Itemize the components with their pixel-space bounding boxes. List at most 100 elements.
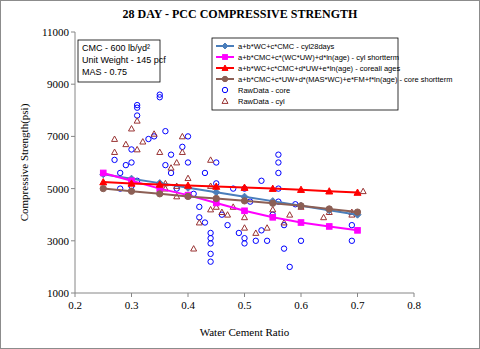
x-tick-label: 0.7 <box>351 299 365 311</box>
point <box>146 136 151 141</box>
point <box>157 191 163 197</box>
point <box>213 183 220 189</box>
x-tick <box>357 293 358 297</box>
point <box>163 162 168 167</box>
point <box>134 118 140 123</box>
annotation: Unit Weight - 145 pcf <box>82 55 166 65</box>
legend-marker <box>222 65 228 70</box>
legend-label: a+b*CMC+c*(WC*UW)+d*ln(age) - cyl shortt… <box>238 53 399 62</box>
point <box>129 147 134 152</box>
point <box>253 230 259 235</box>
point <box>208 235 213 240</box>
point <box>157 92 162 97</box>
point <box>140 139 146 144</box>
point <box>276 160 281 165</box>
legend-label: a+b*WC+c*CMC - cyl28days <box>238 42 335 51</box>
point <box>208 259 213 264</box>
point <box>253 238 258 243</box>
y-axis <box>75 32 76 293</box>
point <box>208 251 213 256</box>
series-line <box>103 174 357 214</box>
point <box>225 222 230 227</box>
point <box>321 214 327 219</box>
point <box>134 146 140 151</box>
point <box>174 160 180 165</box>
point <box>287 264 292 269</box>
point <box>129 126 135 131</box>
point <box>112 157 117 162</box>
point <box>208 241 213 246</box>
point <box>100 179 107 185</box>
annotation: CMC - 600 lb/yd² <box>82 43 150 53</box>
x-tick <box>131 293 132 297</box>
y-tick <box>71 240 75 241</box>
legend: a+b*WC+c*CMC - cyl28days a+b*CMC+c*(WC*UW… <box>212 38 452 110</box>
point <box>100 170 106 176</box>
point <box>270 206 276 211</box>
point <box>355 228 361 234</box>
y-tick <box>71 84 75 85</box>
series-line <box>103 173 357 230</box>
point <box>326 206 332 212</box>
point <box>151 131 157 136</box>
point <box>134 105 139 110</box>
x-tick <box>244 293 245 297</box>
point <box>100 185 106 191</box>
point <box>185 160 190 165</box>
point <box>236 230 241 235</box>
point <box>179 149 185 154</box>
point <box>168 165 174 170</box>
x-tick <box>414 293 415 297</box>
legend-marker <box>222 87 227 92</box>
point <box>264 238 269 243</box>
x-tick-label: 0.4 <box>181 299 195 311</box>
y-axis-label: Compressive Strength(psi) <box>18 103 31 221</box>
point <box>242 241 247 246</box>
point <box>360 188 366 193</box>
y-tick-label: 3000 <box>47 235 70 247</box>
x-tick <box>301 293 302 297</box>
point <box>259 228 264 233</box>
legend-marker <box>222 98 228 103</box>
point <box>269 185 276 191</box>
point <box>208 206 214 211</box>
point <box>163 128 168 133</box>
point <box>298 220 304 226</box>
x-tick-label: 0.2 <box>68 299 82 311</box>
series-line <box>103 189 357 212</box>
point <box>354 209 360 215</box>
plot-area <box>100 92 366 270</box>
point <box>185 193 191 199</box>
point <box>298 238 303 243</box>
annotation-box: CMC - 600 lb/yd²Unit Weight - 145 pcfMAS… <box>78 40 166 82</box>
y-tick <box>71 188 75 189</box>
y-tick <box>71 293 75 294</box>
point <box>259 178 264 183</box>
point <box>326 224 332 230</box>
series <box>100 170 360 233</box>
point <box>276 152 281 157</box>
point <box>185 175 191 180</box>
point <box>157 149 163 154</box>
legend-label: a+b*WC+c*CMC+d*UW+e*ln(age) - coreall ag… <box>238 64 400 73</box>
point <box>287 212 293 217</box>
point <box>185 182 192 188</box>
series <box>100 171 361 218</box>
point <box>197 204 202 209</box>
point <box>129 160 134 165</box>
x-tick-label: 0.3 <box>125 299 139 311</box>
y-tick <box>71 136 75 137</box>
point <box>242 208 248 214</box>
point <box>123 162 128 167</box>
x-tick-label: 0.8 <box>407 299 421 311</box>
legend-marker <box>222 76 227 81</box>
point <box>214 196 219 201</box>
point <box>219 209 225 214</box>
point <box>298 202 305 209</box>
point <box>208 157 214 162</box>
point <box>354 189 361 195</box>
point <box>128 188 134 194</box>
y-tick-label: 5000 <box>47 183 70 195</box>
point <box>191 246 197 251</box>
point <box>298 203 304 209</box>
